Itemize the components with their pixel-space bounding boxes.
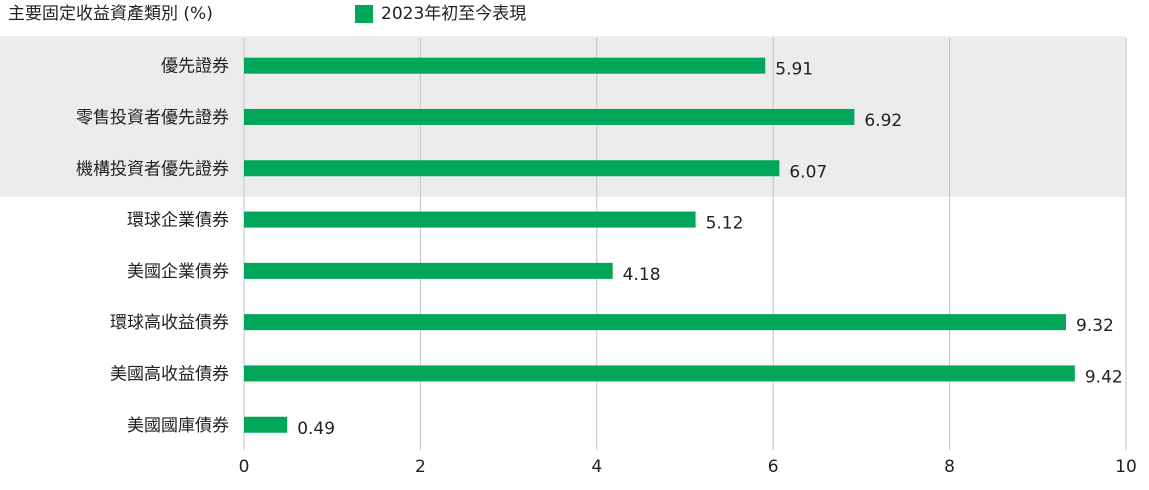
data-label: 9.42 — [1085, 367, 1123, 387]
category-label: 美國高收益債券 — [110, 364, 229, 384]
chart-title: 主要固定收益資產類別 (%) — [8, 4, 213, 24]
legend-label: 2023年初至今表現 — [381, 4, 527, 24]
bar — [244, 57, 766, 74]
category-label: 零售投資者優先證券 — [76, 108, 229, 128]
data-label: 5.12 — [706, 214, 744, 234]
bar — [244, 108, 855, 125]
x-tick-label: 6 — [768, 457, 779, 477]
data-label: 0.49 — [297, 419, 335, 439]
category-label: 美國國庫債券 — [127, 416, 229, 436]
bar — [244, 262, 613, 279]
x-tick-label: 10 — [1115, 457, 1137, 477]
legend-swatch — [355, 5, 373, 23]
x-tick-label: 2 — [415, 457, 426, 477]
data-label: 4.18 — [623, 265, 661, 285]
bar — [244, 365, 1075, 382]
bar — [244, 160, 780, 177]
bar — [244, 416, 288, 433]
bar-layer — [244, 57, 1075, 433]
bar — [244, 314, 1067, 331]
x-tick-label: 0 — [239, 457, 250, 477]
data-label: 6.92 — [864, 111, 902, 131]
data-label: 9.32 — [1076, 316, 1114, 336]
x-tick-label: 8 — [944, 457, 955, 477]
category-label: 環球企業債券 — [127, 211, 229, 231]
data-label: 5.91 — [775, 60, 813, 80]
data-label: 6.07 — [789, 162, 827, 182]
bar — [244, 211, 696, 228]
label-layer: 0 2 4 6 8 10 優先證券 5.91 零售投資者優先證券 6.92 機構投資者優先證券 6.0… — [76, 57, 1137, 477]
x-tick-label: 4 — [591, 457, 602, 477]
category-label: 環球高收益債券 — [110, 313, 229, 333]
legend: 2023年初至今表現 — [355, 3, 526, 25]
category-label: 機構投資者優先證券 — [76, 159, 229, 179]
chart-header: 主要固定收益資產類別 (%) 2023年初至今表現 — [0, 0, 1149, 30]
category-label: 美國企業債券 — [127, 262, 229, 282]
category-label: 優先證券 — [161, 57, 229, 77]
